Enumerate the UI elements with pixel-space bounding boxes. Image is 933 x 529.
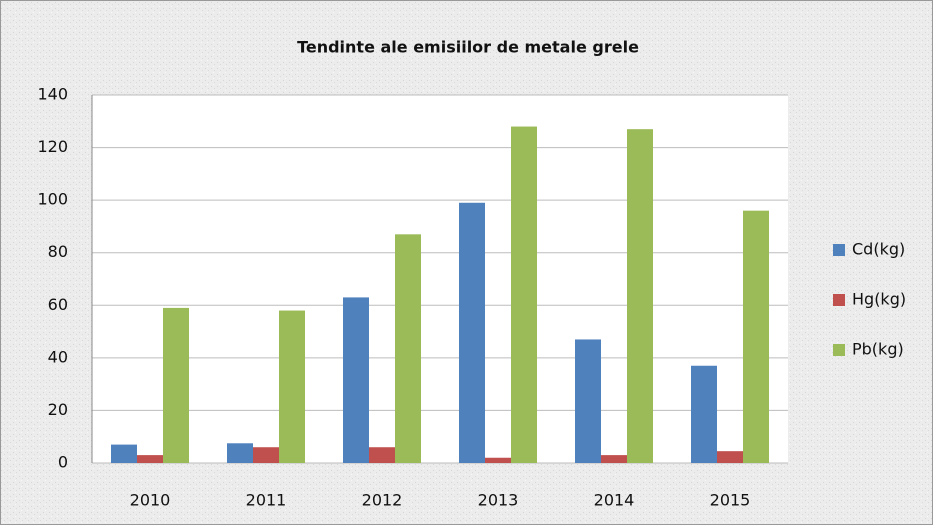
legend-swatch — [833, 344, 845, 356]
bar — [253, 447, 279, 463]
bar — [717, 451, 743, 463]
plot-area — [92, 95, 788, 463]
x-tick-label: 2015 — [710, 491, 751, 510]
legend-label: Cd(kg) — [852, 240, 905, 259]
y-tick-label: 60 — [48, 295, 68, 314]
bar — [485, 457, 511, 463]
bar — [511, 126, 537, 464]
legend-swatch — [833, 294, 845, 306]
bar — [575, 339, 601, 463]
bar — [601, 455, 627, 463]
chart-title: Tendinte ale emisiilor de metale grele — [297, 38, 639, 57]
bar — [395, 234, 421, 463]
x-tick-label: 2011 — [246, 491, 287, 510]
y-tick-label: 40 — [48, 347, 68, 366]
x-tick-label: 2010 — [130, 491, 171, 510]
x-tick-label: 2014 — [594, 491, 635, 510]
y-tick-label: 120 — [37, 137, 68, 156]
y-tick-label: 80 — [48, 242, 68, 261]
bar — [459, 202, 485, 463]
bar — [279, 310, 305, 463]
bar — [691, 365, 717, 463]
bar — [627, 129, 653, 463]
y-tick-label: 20 — [48, 400, 68, 419]
y-tick-label: 100 — [37, 190, 68, 209]
bar — [743, 210, 769, 463]
bar — [163, 307, 189, 463]
y-tick-label: 140 — [37, 85, 68, 104]
x-tick-label: 2013 — [478, 491, 519, 510]
bar — [111, 444, 137, 463]
bar — [369, 447, 395, 463]
legend-label: Hg(kg) — [852, 290, 906, 309]
x-tick-label: 2012 — [362, 491, 403, 510]
bar — [137, 455, 163, 463]
bar — [343, 297, 369, 463]
legend-label: Pb(kg) — [852, 340, 904, 359]
y-tick-label: 0 — [58, 453, 68, 472]
bar — [227, 443, 253, 463]
legend-swatch — [833, 244, 845, 256]
